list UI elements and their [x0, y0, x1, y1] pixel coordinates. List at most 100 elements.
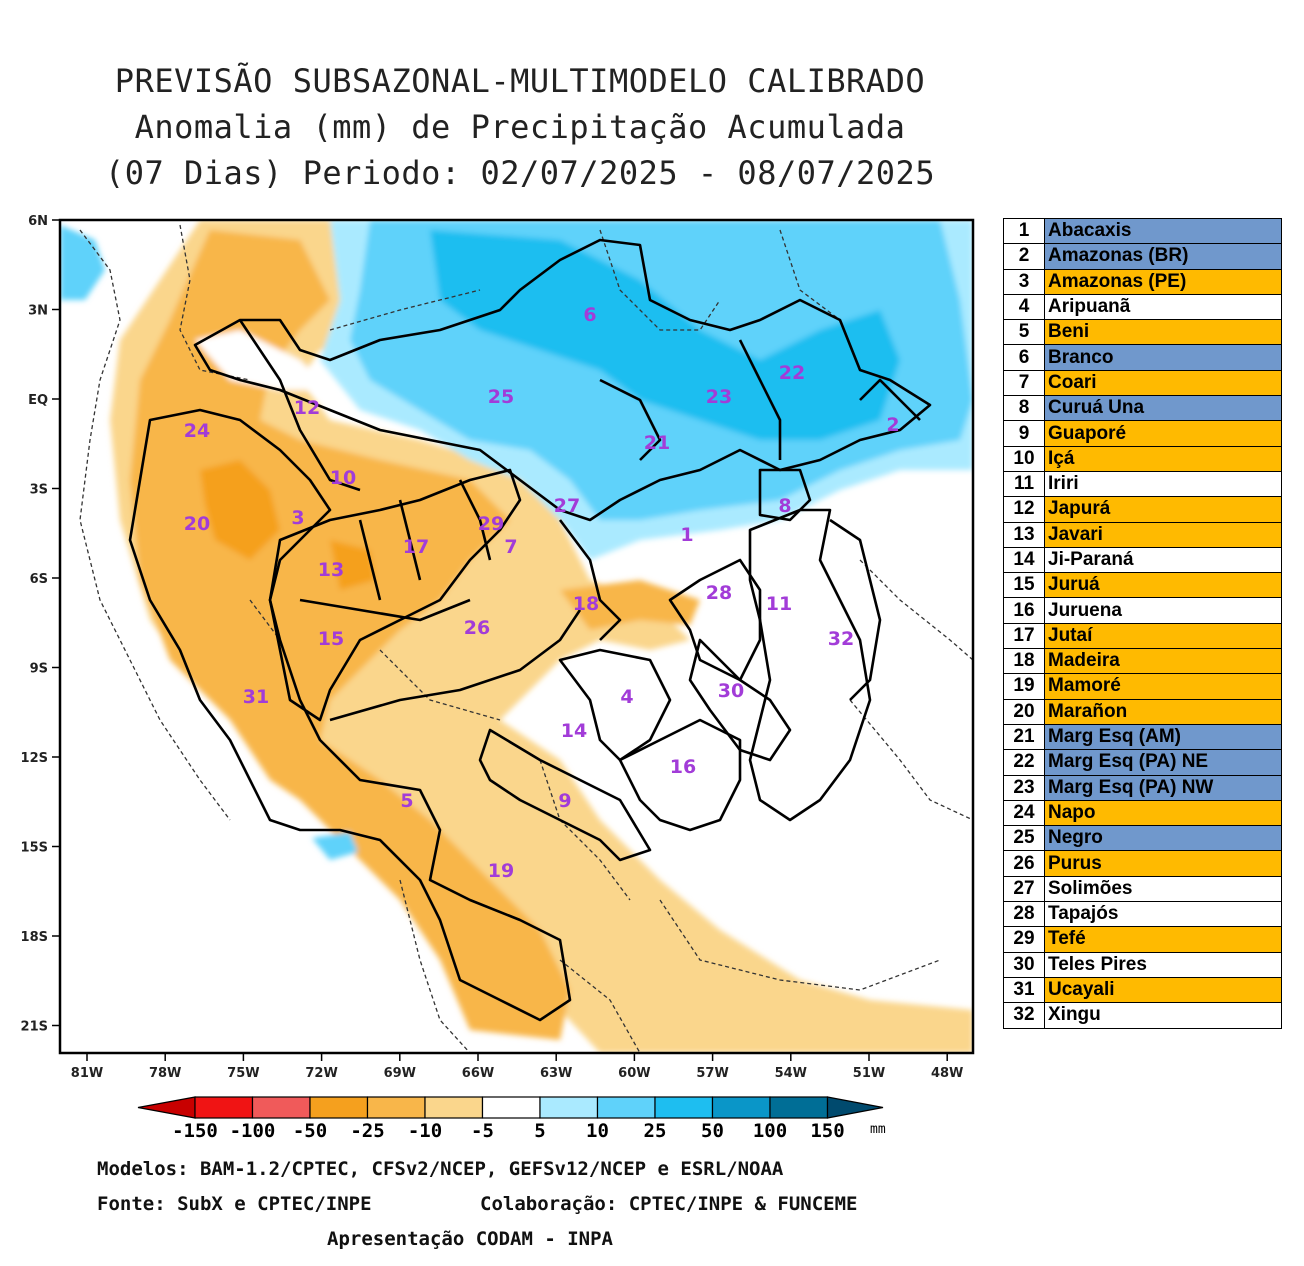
legend-row: 11 Iriri	[1003, 470, 1282, 498]
lon-tick-label: 81W	[71, 1066, 103, 1081]
colorbar-label: -100	[230, 1120, 276, 1142]
legend-row: 19 Mamoré	[1003, 673, 1282, 700]
latitude-axis: 6N 3N EQ 3S 6S 9S 12S 15S 18S 21S	[21, 214, 60, 1035]
legend-row: 2 Amazonas (BR)	[1003, 243, 1282, 270]
legend-row: 20 Marañon	[1003, 698, 1282, 725]
colorbar-segment	[711, 1096, 771, 1119]
wet-area-west	[60, 225, 105, 300]
legend-row: 25 Negro	[1003, 825, 1282, 852]
colorbar-segment	[481, 1096, 541, 1119]
legend-row: 4 Aripuanã	[1003, 293, 1282, 321]
legend-basin-name: Napo	[1044, 799, 1282, 827]
legend-basin-name: Içá	[1044, 445, 1282, 472]
legend-basin-number: 2	[1003, 243, 1045, 270]
country-borders	[79, 224, 973, 1053]
lon-tick-label: 60W	[618, 1066, 650, 1081]
legend-basin-number: 3	[1003, 268, 1045, 295]
colorbar-label: 25	[644, 1120, 667, 1142]
colorbar-unit: mm	[870, 1122, 886, 1137]
basin-number-13: 13	[318, 559, 344, 581]
legend-basin-number: 32	[1003, 1002, 1045, 1029]
dry-area-core	[200, 460, 280, 560]
colorbar-label: -150	[172, 1120, 218, 1142]
legend-row: 31 Ucayali	[1003, 976, 1282, 1004]
basin-number-30: 30	[718, 680, 744, 702]
legend-basin-name: Mamoré	[1044, 673, 1282, 700]
legend-row: 18 Madeira	[1003, 648, 1282, 675]
legend-row: 8 Curuá Una	[1003, 395, 1282, 422]
basin-number-5: 5	[400, 790, 413, 812]
legend-row: 7 Coari	[1003, 369, 1282, 397]
basin-number-24: 24	[184, 420, 210, 442]
legend-basin-name: Purus	[1044, 850, 1282, 877]
basin-number-4: 4	[620, 686, 633, 708]
legend-row: 16 Juruena	[1003, 597, 1282, 624]
colorbar-segment	[654, 1096, 714, 1119]
basin-number-16: 16	[670, 756, 696, 778]
legend-basin-name: Marg Esq (AM)	[1044, 723, 1282, 751]
lon-tick-label: 69W	[384, 1066, 416, 1081]
colorbar-label: 50	[701, 1120, 724, 1142]
legend-row: 23 Marg Esq (PA) NW	[1003, 774, 1282, 801]
basin-number-12: 12	[294, 397, 320, 419]
legend-row: 21 Marg Esq (AM)	[1003, 723, 1282, 751]
lon-tick-label: 66W	[462, 1066, 494, 1081]
legend-row: 17 Jutaí	[1003, 622, 1282, 650]
lat-tick-label: EQ	[28, 393, 48, 408]
legend-row: 5 Beni	[1003, 319, 1282, 346]
legend-basin-number: 29	[1003, 926, 1045, 953]
basin-number-14: 14	[561, 720, 587, 742]
legend-row: 30 Teles Pires	[1003, 951, 1282, 978]
lat-tick-label: 21S	[21, 1020, 48, 1035]
lat-tick-label: 3N	[28, 304, 48, 319]
legend-basin-name: Ucayali	[1044, 976, 1282, 1004]
lon-tick-label: 72W	[305, 1066, 337, 1081]
legend-basin-name: Javari	[1044, 521, 1282, 548]
legend-basin-number: 25	[1003, 825, 1045, 852]
legend-basin-name: Abacaxis	[1044, 217, 1282, 245]
basin-number-3: 3	[291, 507, 304, 529]
colorbar-label: 150	[810, 1120, 844, 1142]
legend-basin-name: Aripuanã	[1044, 293, 1282, 321]
legend-basin-name: Teles Pires	[1044, 951, 1282, 978]
lon-tick-label: 51W	[853, 1066, 885, 1081]
lon-tick-label: 57W	[696, 1066, 728, 1081]
colorbar-arrow-right	[826, 1096, 884, 1119]
lon-tick-label: 54W	[775, 1066, 807, 1081]
lat-tick-label: 12S	[21, 751, 48, 766]
lat-tick-label: 3S	[30, 483, 48, 498]
basin-number-9: 9	[558, 790, 571, 812]
basin-number-19: 19	[488, 860, 514, 882]
basin-number-28: 28	[706, 582, 732, 604]
basin-number-27: 27	[554, 495, 580, 517]
legend-basin-name: Juruá	[1044, 572, 1282, 599]
legend-basin-name: Iriri	[1044, 470, 1282, 498]
legend-basin-name: Ji-Paraná	[1044, 546, 1282, 574]
legend-basin-number: 28	[1003, 901, 1045, 928]
legend-basin-name: Marañon	[1044, 698, 1282, 725]
basin-number-15: 15	[318, 628, 344, 650]
collaboration-credit: Colaboração: CPTEC/INPE & FUNCEME	[480, 1193, 858, 1215]
legend-basin-name: Tapajós	[1044, 901, 1282, 928]
legend-basin-name: Branco	[1044, 344, 1282, 371]
title-line-2: Anomalia (mm) de Precipitação Acumulada	[134, 108, 906, 146]
basin-number-32: 32	[828, 628, 854, 650]
legend-row: 6 Branco	[1003, 344, 1282, 371]
colorbar-label: 5	[534, 1120, 545, 1142]
legend-basin-name: Marg Esq (PA) NE	[1044, 749, 1282, 776]
legend-basin-number: 26	[1003, 850, 1045, 877]
legend-row: 26 Purus	[1003, 850, 1282, 877]
legend-basin-number: 5	[1003, 319, 1045, 346]
colorbar-label: -25	[350, 1120, 384, 1142]
legend-row: 28 Tapajós	[1003, 901, 1282, 928]
basin-number-17: 17	[403, 536, 429, 558]
colorbar-segment	[539, 1096, 599, 1119]
dry-area-light	[110, 220, 973, 1053]
legend-row: 3 Amazonas (PE)	[1003, 268, 1282, 295]
legend-row: 10 Içá	[1003, 445, 1282, 472]
lon-tick-label: 48W	[931, 1066, 963, 1081]
basin-number-31: 31	[243, 686, 269, 708]
colorbar-segment	[769, 1096, 829, 1119]
colorbar-segment	[596, 1096, 656, 1119]
wet-area-strong	[430, 230, 900, 440]
